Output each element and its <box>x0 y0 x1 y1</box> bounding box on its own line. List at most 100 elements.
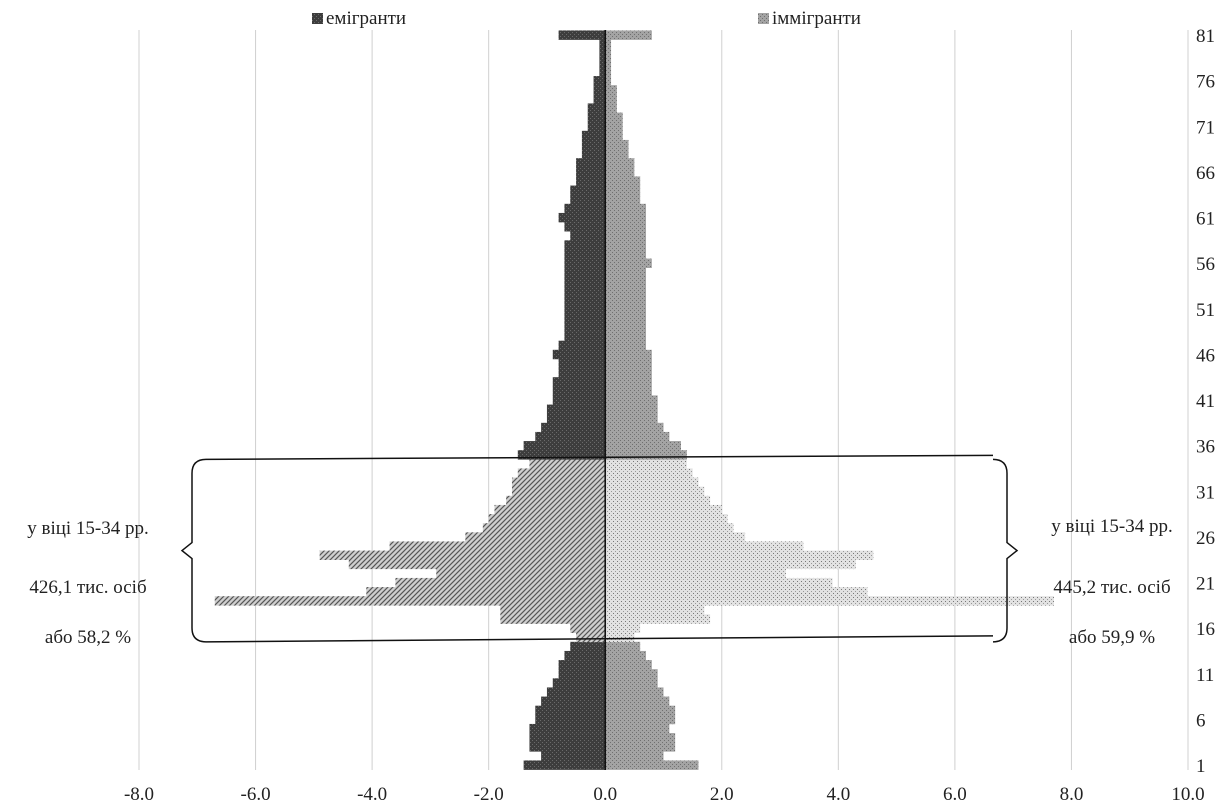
bar-emigrants <box>558 660 606 670</box>
bar-emigrants <box>523 441 606 451</box>
y-tick-label: 76 <box>1196 72 1215 93</box>
bar-emigrants <box>546 413 606 424</box>
bar-emigrants <box>570 185 606 195</box>
bar-emigrants <box>593 85 606 95</box>
bar-emigrants <box>570 641 606 652</box>
bar-immigrants <box>605 322 647 332</box>
bar-immigrants <box>605 587 868 597</box>
x-tick-label: 0.0 <box>593 784 617 805</box>
legend-label-immigrants: іммігранти <box>772 8 861 29</box>
bar-emigrants <box>319 550 606 560</box>
bar-emigrants <box>564 222 606 232</box>
bar-immigrants <box>605 669 658 679</box>
bar-immigrants <box>605 212 647 223</box>
bar-immigrants <box>605 532 746 542</box>
bar-immigrants <box>605 441 681 451</box>
bar-emigrants <box>546 404 606 414</box>
bar-emigrants <box>558 212 606 223</box>
y-tick-label: 41 <box>1196 391 1215 412</box>
bar-immigrants <box>605 450 687 460</box>
bar-emigrants <box>564 285 606 296</box>
bar-emigrants <box>511 486 606 497</box>
bar-emigrants <box>576 167 606 177</box>
bar-emigrants <box>552 377 606 387</box>
y-tick-label: 66 <box>1196 163 1215 184</box>
bar-immigrants <box>605 568 786 579</box>
y-tick-label: 16 <box>1196 619 1215 640</box>
bar-immigrants <box>605 504 722 515</box>
x-tick-label: 4.0 <box>826 784 850 805</box>
bar-immigrants <box>605 614 711 624</box>
y-tick-label: 71 <box>1196 117 1215 138</box>
bar-immigrants <box>605 149 629 159</box>
bar-immigrants <box>605 733 676 743</box>
bar-emigrants <box>558 358 606 369</box>
bar-immigrants <box>605 477 699 487</box>
bar-emigrants <box>348 559 606 570</box>
bar-immigrants <box>605 112 623 122</box>
bar-emigrants <box>523 760 606 770</box>
bar-immigrants <box>605 48 612 59</box>
bar-emigrants <box>564 203 606 214</box>
bar-emigrants <box>389 541 606 551</box>
bar-immigrants <box>605 577 833 588</box>
bar-emigrants <box>581 139 606 150</box>
bar-immigrants <box>605 203 647 214</box>
bracket-top <box>205 454 994 461</box>
annotation-left-line-1: у віці 15-34 рр. <box>27 518 149 539</box>
bar-immigrants <box>605 413 658 424</box>
bar-immigrants <box>605 678 658 688</box>
bar-emigrants <box>564 240 606 250</box>
bar-immigrants <box>605 185 641 195</box>
y-tick-label: 1 <box>1196 756 1206 777</box>
bar-emigrants <box>576 632 606 643</box>
bar-emigrants <box>500 605 606 615</box>
bar-immigrants <box>605 404 658 414</box>
bar-emigrants <box>511 477 606 487</box>
bar-emigrants <box>529 742 606 752</box>
annotation-right-line-3: або 59,9 % <box>1069 627 1155 648</box>
bar-emigrants <box>552 678 606 688</box>
x-tick-label: -2.0 <box>474 784 504 805</box>
axes: -8.0 -6.0 -4.0 -2.0 0.0 2.0 4.0 6.0 8.0 10.0 81 76 7… <box>124 26 1215 805</box>
bar-immigrants <box>605 267 647 278</box>
bar-emigrants <box>599 66 606 77</box>
bar-emigrants <box>587 121 606 132</box>
y-tick-label: 51 <box>1196 300 1215 321</box>
bar-emigrants <box>564 304 606 314</box>
bar-immigrants <box>605 687 664 697</box>
bar-immigrants <box>605 249 647 259</box>
bar-immigrants <box>605 285 647 296</box>
bar-emigrants <box>465 532 606 542</box>
bar-emigrants <box>500 614 606 624</box>
bar-emigrants <box>558 368 606 378</box>
bar-immigrants <box>605 632 635 643</box>
bar-emigrants <box>593 76 606 86</box>
bar-immigrants <box>605 258 652 268</box>
bar-emigrants <box>564 267 606 278</box>
legend-swatch-emigrants <box>312 13 323 24</box>
bar-immigrants <box>605 660 652 670</box>
bar-immigrants <box>605 751 664 761</box>
y-tick-label: 6 <box>1196 710 1206 731</box>
bar-emigrants <box>541 751 606 761</box>
bar-immigrants <box>605 650 647 661</box>
bar-emigrants <box>366 587 606 597</box>
bar-immigrants <box>605 331 647 341</box>
bar-emigrants <box>482 523 606 533</box>
bar-emigrants <box>570 231 606 241</box>
bar-immigrants <box>605 231 647 241</box>
y-tick-label: 11 <box>1196 665 1214 686</box>
bar-emigrants <box>564 276 606 287</box>
x-tick-label: 6.0 <box>943 784 967 805</box>
bar-immigrants <box>605 623 641 633</box>
bar-immigrants <box>605 714 676 725</box>
bar-emigrants <box>558 669 606 679</box>
bar-emigrants <box>581 130 606 141</box>
annotation-right-line-1: у віці 15-34 рр. <box>1051 516 1173 537</box>
bar-emigrants <box>564 295 606 305</box>
bar-immigrants <box>605 103 617 113</box>
bar-immigrants <box>605 596 1054 606</box>
bar-emigrants <box>587 112 606 122</box>
